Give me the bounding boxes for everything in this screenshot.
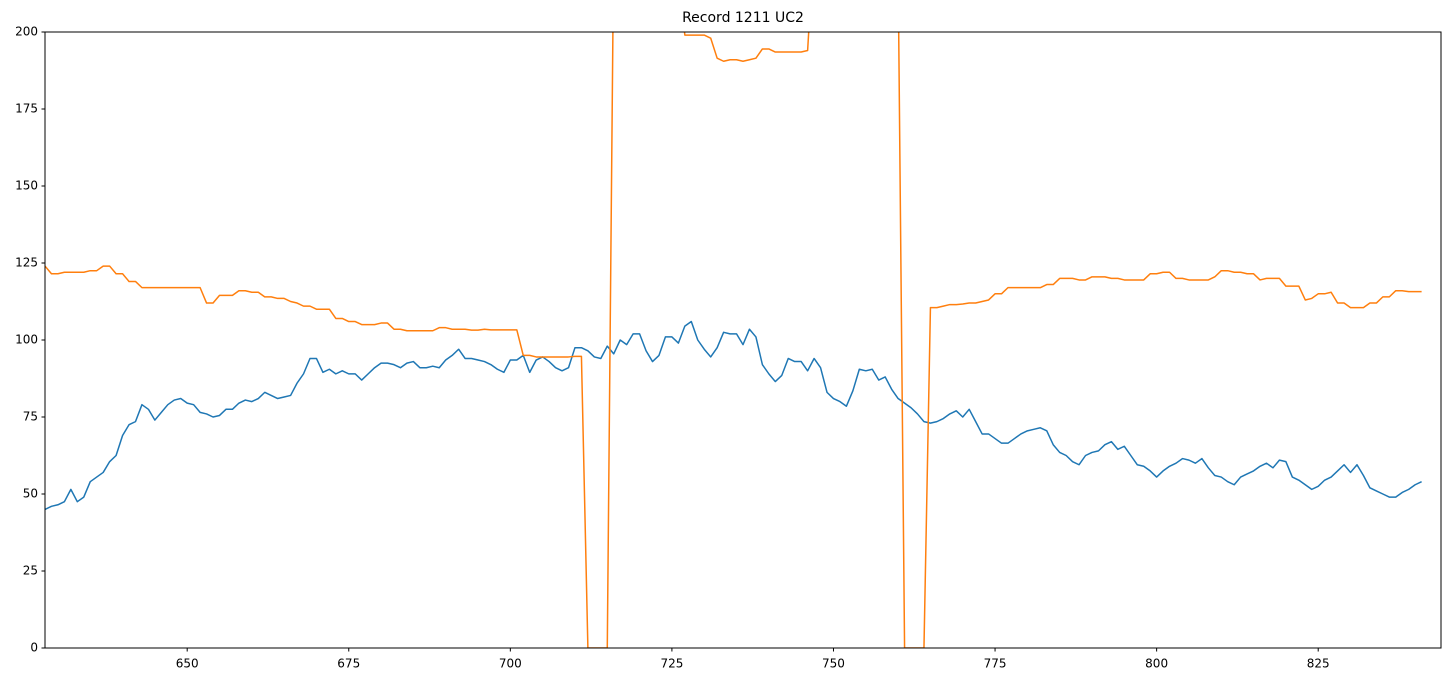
chart-title: Record 1211 UC2 (682, 10, 804, 26)
plot-area (45, 32, 1422, 648)
y-tick-label: 125 (15, 256, 38, 270)
y-tick-label: 200 (15, 25, 38, 39)
x-tick-label: 775 (984, 657, 1007, 671)
x-tick-label: 725 (660, 657, 683, 671)
y-tick-label: 150 (15, 179, 38, 193)
y-tick-label: 0 (30, 641, 38, 655)
x-tick-label: 750 (822, 657, 845, 671)
y-tick-label: 75 (23, 410, 38, 424)
axes-frame (44, 31, 1442, 649)
x-tick-label: 675 (337, 657, 360, 671)
y-tick-label: 100 (15, 333, 38, 347)
y-tick-label: 25 (23, 564, 38, 578)
x-tick-label: 650 (176, 657, 199, 671)
x-tick-label: 825 (1307, 657, 1330, 671)
series-line (45, 320, 1422, 511)
y-tick-label: 175 (15, 102, 38, 116)
y-tick-label: 50 (23, 487, 38, 501)
x-tick-label: 700 (499, 657, 522, 671)
x-tick-label: 800 (1145, 657, 1168, 671)
series-line (45, 32, 1422, 648)
